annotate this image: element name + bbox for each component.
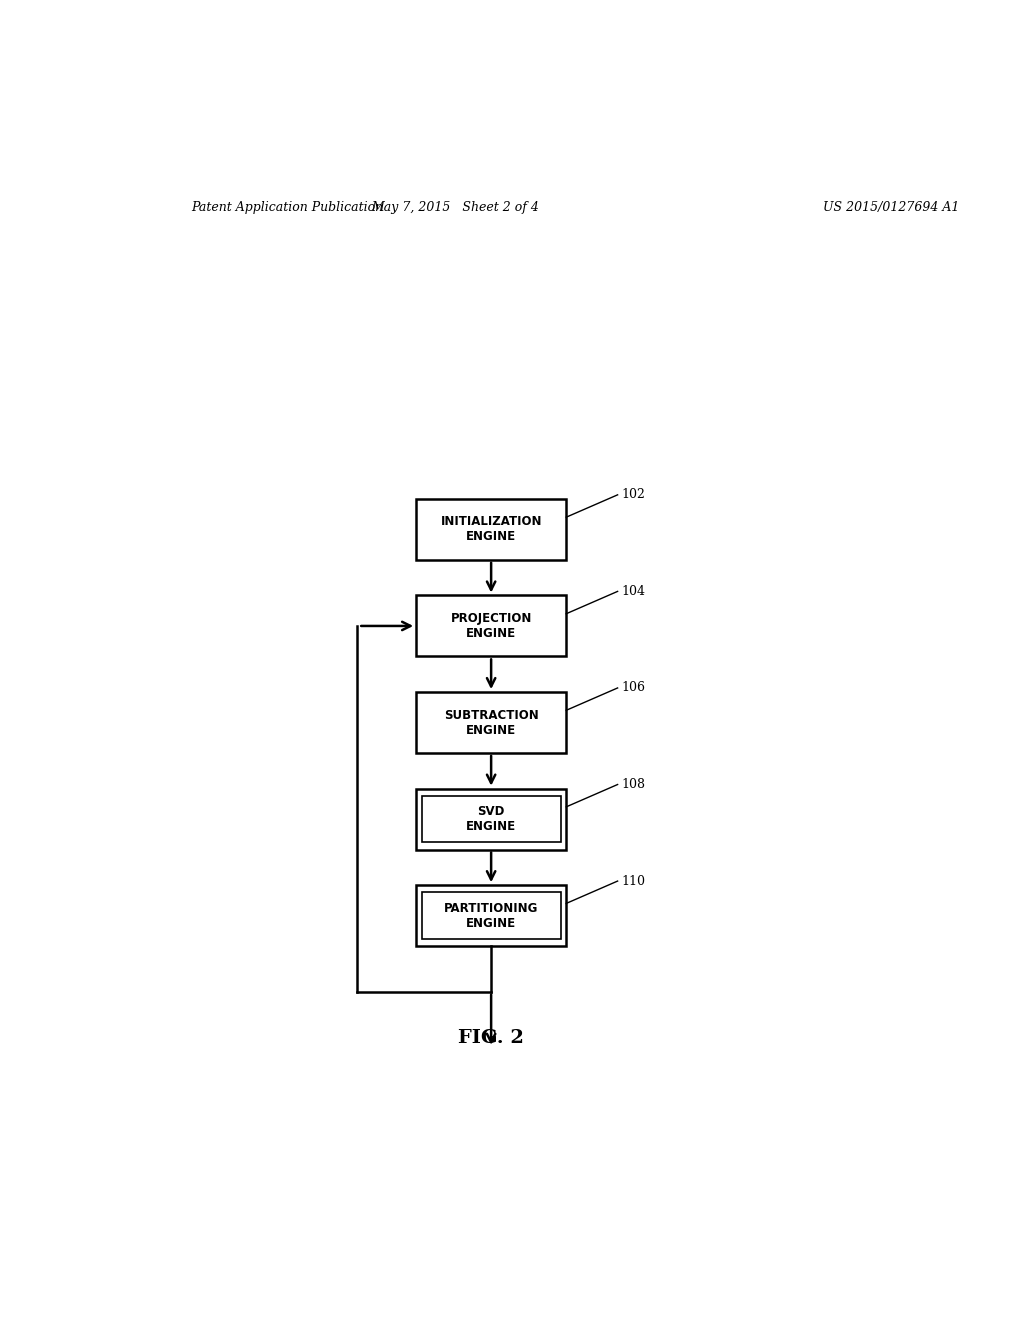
Bar [416,788,566,850]
Text: Patent Application Publication: Patent Application Publication [191,201,382,214]
Text: May 7, 2015   Sheet 2 of 4: May 7, 2015 Sheet 2 of 4 [371,201,539,214]
Bar [421,796,560,842]
Text: SVD
ENGINE: SVD ENGINE [466,805,516,833]
Bar [416,692,566,752]
Text: FIG. 2: FIG. 2 [458,1028,524,1047]
Bar [416,499,566,560]
Text: 110: 110 [621,875,645,887]
Bar [416,886,566,946]
Text: PROJECTION
ENGINE: PROJECTION ENGINE [450,612,531,640]
Text: US 2015/0127694 A1: US 2015/0127694 A1 [822,201,959,214]
Text: PARTITIONING
ENGINE: PARTITIONING ENGINE [443,902,538,929]
Text: SUBTRACTION
ENGINE: SUBTRACTION ENGINE [443,709,538,737]
Text: INITIALIZATION
ENGINE: INITIALIZATION ENGINE [440,515,541,544]
Text: 108: 108 [621,777,645,791]
Text: 102: 102 [621,488,645,502]
Bar [416,595,566,656]
Bar [421,892,560,939]
Text: 104: 104 [621,585,645,598]
Text: 106: 106 [621,681,645,694]
